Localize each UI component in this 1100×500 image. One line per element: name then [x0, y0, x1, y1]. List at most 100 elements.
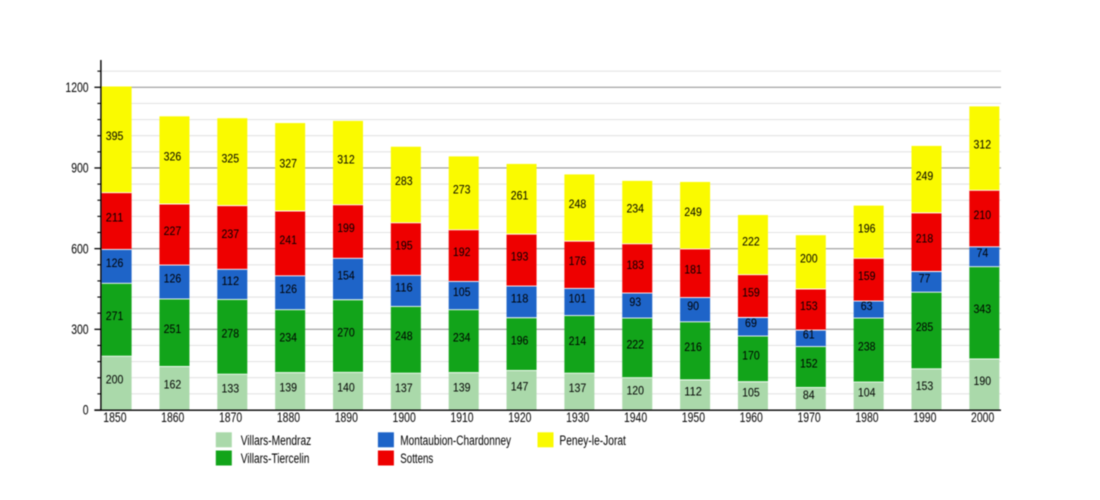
svg-text:312: 312: [337, 153, 355, 166]
svg-text:137: 137: [569, 382, 587, 395]
svg-text:210: 210: [974, 209, 992, 222]
svg-text:300: 300: [71, 322, 88, 337]
svg-text:1870: 1870: [219, 410, 242, 425]
svg-text:126: 126: [164, 272, 182, 285]
svg-text:104: 104: [858, 386, 876, 399]
svg-text:193: 193: [511, 250, 529, 263]
svg-text:327: 327: [279, 157, 297, 170]
svg-text:176: 176: [569, 255, 587, 268]
svg-text:192: 192: [453, 246, 471, 259]
svg-text:170: 170: [742, 349, 760, 362]
svg-text:Montaubion-Chardonney: Montaubion-Chardonney: [400, 433, 511, 448]
svg-text:181: 181: [684, 264, 702, 277]
svg-text:90: 90: [687, 300, 699, 313]
svg-text:1850: 1850: [103, 410, 126, 425]
svg-text:343: 343: [974, 303, 992, 316]
svg-text:77: 77: [919, 272, 931, 285]
svg-text:227: 227: [164, 225, 182, 238]
svg-text:395: 395: [106, 130, 124, 143]
svg-text:112: 112: [684, 385, 702, 398]
svg-text:1980: 1980: [855, 410, 878, 425]
svg-text:249: 249: [916, 170, 934, 183]
svg-text:278: 278: [222, 327, 240, 340]
svg-text:199: 199: [337, 222, 355, 235]
svg-text:211: 211: [106, 211, 124, 224]
svg-text:326: 326: [164, 151, 182, 164]
svg-text:270: 270: [337, 326, 355, 339]
svg-text:237: 237: [222, 228, 240, 241]
svg-text:112: 112: [222, 275, 240, 288]
svg-text:241: 241: [279, 234, 297, 247]
svg-text:1920: 1920: [508, 410, 531, 425]
svg-text:139: 139: [279, 382, 297, 395]
svg-text:248: 248: [395, 330, 413, 343]
svg-text:2000: 2000: [971, 410, 994, 425]
svg-text:140: 140: [337, 382, 355, 395]
svg-text:Villars-Mendraz: Villars-Mendraz: [241, 433, 312, 448]
svg-text:200: 200: [106, 374, 124, 387]
svg-text:196: 196: [858, 222, 876, 235]
svg-text:1890: 1890: [335, 410, 358, 425]
svg-text:153: 153: [916, 380, 934, 393]
svg-text:251: 251: [164, 323, 182, 336]
svg-text:1200: 1200: [65, 80, 88, 95]
svg-text:1860: 1860: [161, 410, 184, 425]
svg-text:1930: 1930: [566, 410, 589, 425]
svg-text:234: 234: [626, 203, 644, 216]
svg-text:69: 69: [745, 317, 757, 330]
svg-text:600: 600: [71, 241, 88, 256]
svg-text:325: 325: [222, 152, 240, 165]
svg-text:249: 249: [684, 206, 702, 219]
svg-text:214: 214: [569, 335, 587, 348]
svg-text:1900: 1900: [393, 410, 416, 425]
svg-text:126: 126: [106, 257, 124, 270]
svg-text:234: 234: [279, 332, 297, 345]
svg-text:218: 218: [916, 233, 934, 246]
svg-text:61: 61: [803, 329, 815, 342]
svg-text:200: 200: [800, 252, 818, 265]
svg-text:118: 118: [511, 292, 529, 305]
svg-text:312: 312: [974, 139, 992, 152]
svg-text:162: 162: [164, 379, 182, 392]
svg-text:159: 159: [742, 287, 760, 300]
svg-text:147: 147: [511, 381, 529, 394]
svg-text:Peney-le-Jorat: Peney-le-Jorat: [559, 433, 626, 448]
svg-text:116: 116: [395, 281, 413, 294]
svg-text:84: 84: [803, 389, 815, 402]
svg-text:153: 153: [800, 300, 818, 313]
svg-text:133: 133: [222, 383, 240, 396]
svg-text:248: 248: [569, 198, 587, 211]
svg-text:101: 101: [569, 292, 587, 305]
svg-text:159: 159: [858, 270, 876, 283]
svg-text:195: 195: [395, 239, 413, 252]
svg-text:222: 222: [742, 235, 760, 248]
svg-text:1880: 1880: [277, 410, 300, 425]
svg-text:139: 139: [453, 382, 471, 395]
svg-text:271: 271: [106, 310, 124, 323]
svg-text:285: 285: [916, 321, 934, 334]
svg-text:183: 183: [626, 259, 644, 272]
svg-text:126: 126: [279, 283, 297, 296]
svg-text:283: 283: [395, 175, 413, 188]
svg-text:154: 154: [337, 269, 355, 282]
svg-text:Sottens: Sottens: [400, 451, 433, 466]
svg-text:93: 93: [629, 296, 641, 309]
svg-text:137: 137: [395, 382, 413, 395]
svg-text:152: 152: [800, 357, 818, 370]
svg-text:0: 0: [83, 403, 89, 418]
svg-text:1970: 1970: [798, 410, 821, 425]
svg-text:234: 234: [453, 332, 471, 345]
svg-text:63: 63: [861, 300, 873, 313]
svg-text:105: 105: [742, 386, 760, 399]
svg-text:1960: 1960: [740, 410, 763, 425]
svg-text:1910: 1910: [450, 410, 473, 425]
svg-text:261: 261: [511, 189, 529, 202]
svg-text:196: 196: [511, 335, 529, 348]
svg-text:273: 273: [453, 184, 471, 197]
svg-text:222: 222: [626, 338, 644, 351]
svg-text:216: 216: [684, 341, 702, 354]
svg-text:238: 238: [858, 340, 876, 353]
svg-text:1940: 1940: [624, 410, 647, 425]
svg-text:105: 105: [453, 286, 471, 299]
svg-text:190: 190: [974, 375, 992, 388]
